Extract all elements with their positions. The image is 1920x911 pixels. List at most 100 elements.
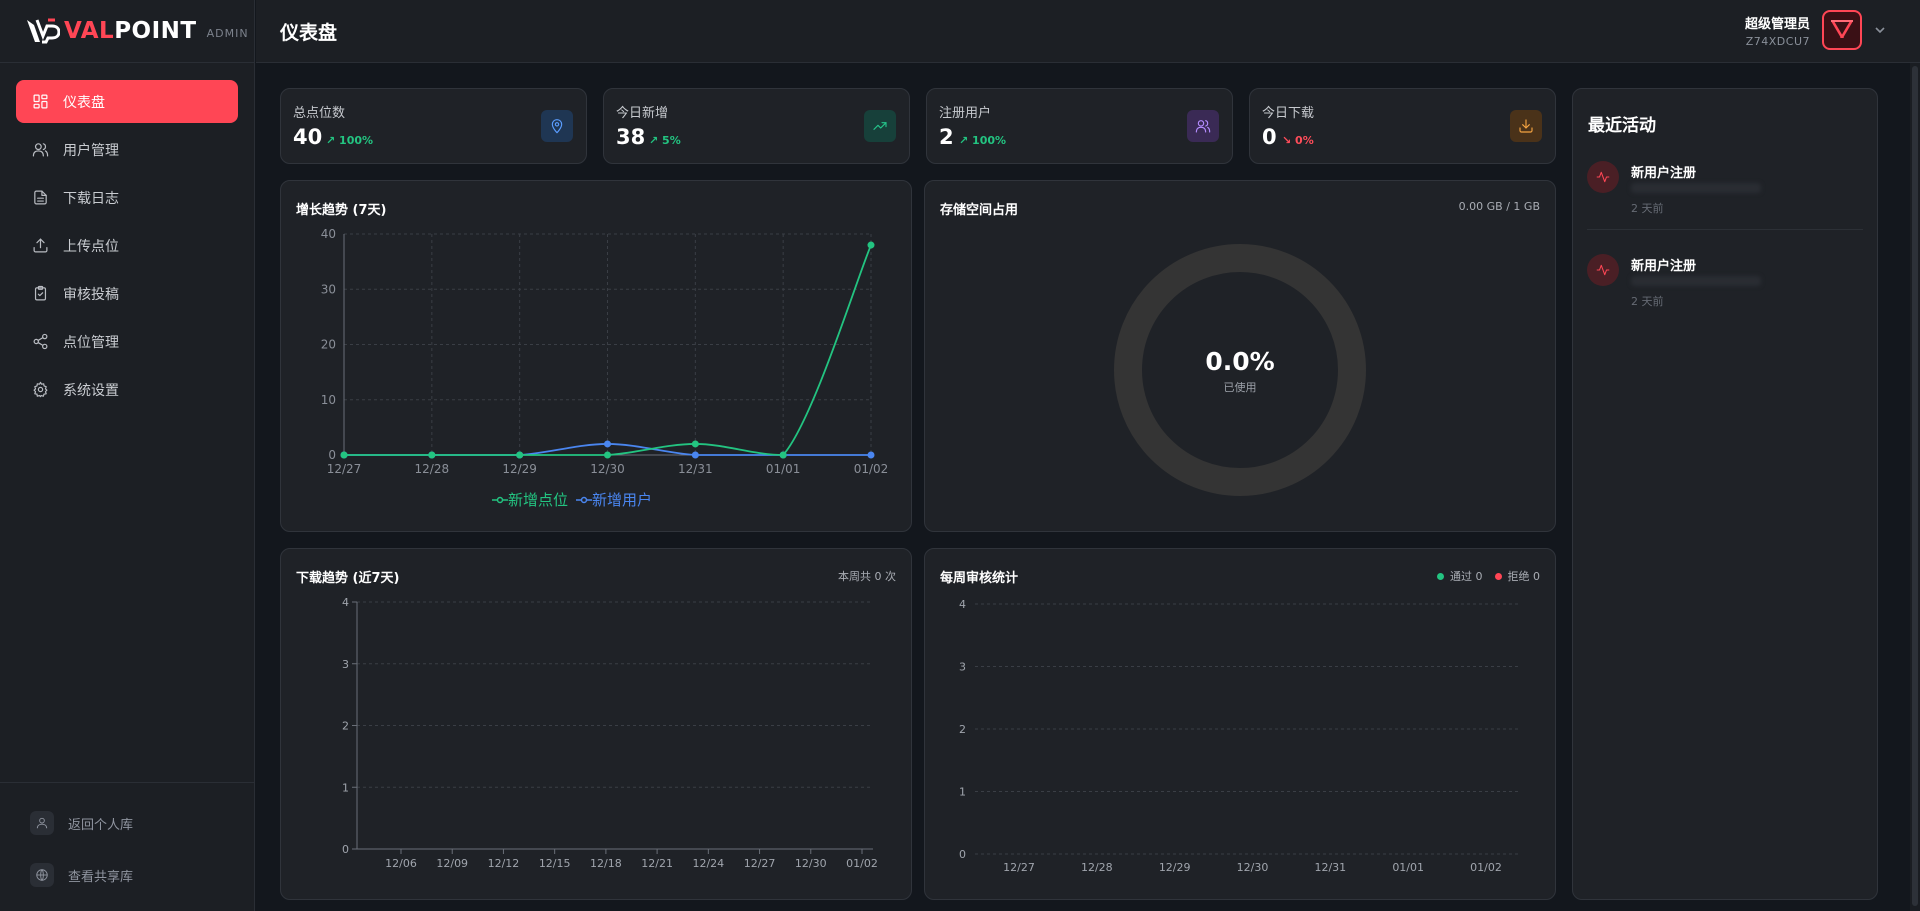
bottom-item-label: 查看共享库 bbox=[68, 869, 134, 885]
clipboard-check-icon bbox=[34, 285, 47, 301]
activity-detail-redacted bbox=[1631, 276, 1761, 286]
legend-item-new-points[interactable]: 新增点位 bbox=[492, 489, 568, 510]
sidebar: VALPOINT ADMIN 仪表盘 用户管理 下载日志 上传点位 审核投稿 点… bbox=[0, 0, 255, 911]
x-tick-label: 12/24 bbox=[692, 857, 724, 870]
download-icon bbox=[1510, 110, 1542, 142]
sidebar-item-users[interactable]: 用户管理 bbox=[16, 128, 238, 171]
data-point bbox=[428, 451, 436, 459]
x-tick-label: 01/02 bbox=[846, 857, 878, 870]
y-tick-label: 10 bbox=[321, 393, 336, 407]
sidebar-item-settings[interactable]: 系统设置 bbox=[16, 368, 238, 411]
legend-item-new-users[interactable]: 新增用户 bbox=[576, 489, 652, 510]
growth-trend-card: 增长趋势 (7天) 0 10 20 30 40 12/27 12/28 12/29 12/30 1… bbox=[280, 180, 912, 532]
x-tick-label: 12/21 bbox=[641, 857, 673, 870]
donut-track bbox=[1114, 244, 1366, 496]
card-title: 存储空间占用 bbox=[940, 203, 1019, 218]
x-tick-label: 12/30 bbox=[1237, 861, 1269, 874]
sidebar-nav: 仪表盘 用户管理 下载日志 上传点位 审核投稿 点位管理 系统设置 bbox=[0, 63, 254, 411]
stat-card-today-downloads: 今日下载 0 ↘ 0% bbox=[1249, 88, 1556, 164]
y-tick-label: 1 bbox=[959, 786, 966, 799]
map-pin-icon bbox=[541, 110, 573, 142]
data-point bbox=[691, 451, 699, 459]
y-tick-label: 2 bbox=[959, 723, 966, 736]
card-title: 增长趋势 (7天) bbox=[296, 203, 387, 218]
sidebar-item-label: 下载日志 bbox=[63, 190, 119, 207]
admin-tag: ADMIN bbox=[206, 26, 249, 40]
sidebar-bottom: 返回个人库 查看共享库 bbox=[0, 782, 254, 911]
stat-change: ↗ 100% bbox=[959, 134, 1007, 147]
sidebar-item-upload[interactable]: 上传点位 bbox=[16, 224, 238, 267]
y-tick-label: 3 bbox=[342, 658, 349, 671]
x-tick-label: 01/01 bbox=[1392, 861, 1424, 874]
brand-name: VALPOINT bbox=[64, 18, 197, 44]
bottom-item-label: 返回个人库 bbox=[68, 817, 134, 833]
reject-label: 拒绝 0 bbox=[1507, 570, 1541, 583]
y-tick-label: 3 bbox=[959, 661, 966, 674]
x-tick-label: 12/31 bbox=[678, 462, 713, 476]
y-tick-label: 40 bbox=[321, 227, 336, 241]
storage-sub-label: 已使用 bbox=[1223, 381, 1257, 394]
trending-up-icon bbox=[864, 110, 896, 142]
y-tick-label: 1 bbox=[342, 781, 349, 794]
stat-label: 今日下载 bbox=[1262, 106, 1315, 121]
y-tick-label: 20 bbox=[321, 338, 336, 352]
x-tick-label: 01/01 bbox=[766, 462, 801, 476]
legend-line-marker-icon bbox=[492, 496, 508, 503]
weekly-review-card: 每周审核统计 通过 0 拒绝 0 0 1 2 3 4 12/27 12/28 12/29 12/… bbox=[924, 548, 1556, 900]
stat-card-registered-users: 注册用户 2 ↗ 100% bbox=[926, 88, 1233, 164]
back-to-personal-library-link[interactable]: 返回个人库 bbox=[30, 797, 238, 849]
user-info: 超级管理员 Z74XDCU7 bbox=[1745, 13, 1810, 48]
x-tick-label: 12/12 bbox=[488, 857, 520, 870]
y-tick-label: 4 bbox=[342, 596, 349, 609]
user-icon bbox=[30, 811, 54, 835]
sidebar-item-dashboard[interactable]: 仪表盘 bbox=[16, 80, 238, 123]
stat-card-today-new: 今日新增 38 ↗ 5% bbox=[603, 88, 910, 164]
x-tick-label: 12/30 bbox=[795, 857, 827, 870]
users-icon bbox=[32, 143, 49, 157]
card-title: 下载趋势 (近7天) bbox=[296, 571, 400, 586]
donut-center: 0.0% 已使用 bbox=[1140, 347, 1340, 395]
x-tick-label: 12/30 bbox=[590, 462, 625, 476]
page-title: 仪表盘 bbox=[280, 21, 338, 44]
y-tick-label: 30 bbox=[321, 282, 336, 296]
x-tick-label: 12/27 bbox=[327, 462, 362, 476]
logo[interactable]: VALPOINT ADMIN bbox=[0, 0, 254, 63]
sidebar-item-label: 系统设置 bbox=[63, 382, 119, 399]
activity-pulse-icon bbox=[1587, 161, 1619, 193]
data-point bbox=[340, 451, 348, 459]
sidebar-item-review[interactable]: 审核投稿 bbox=[16, 272, 238, 315]
x-tick-label: 01/02 bbox=[1470, 861, 1502, 874]
sidebar-item-label: 审核投稿 bbox=[63, 286, 119, 303]
sidebar-item-points[interactable]: 点位管理 bbox=[16, 320, 238, 363]
divider bbox=[1587, 229, 1863, 230]
x-tick-label: 12/09 bbox=[436, 857, 468, 870]
storage-percent: 0.0% bbox=[1205, 347, 1275, 376]
reject-dot-icon bbox=[1494, 572, 1502, 580]
legend-label: 新增用户 bbox=[592, 491, 653, 509]
download-chart: 0 1 2 3 4 12/06 12/09 12/12 12/15 12/18 12/21 12/24… bbox=[342, 596, 878, 870]
storage-usage-text: 0.00 GB / 1 GB bbox=[1458, 200, 1540, 213]
sidebar-item-label: 点位管理 bbox=[63, 334, 119, 351]
data-point bbox=[779, 451, 787, 459]
data-point bbox=[516, 451, 524, 459]
activity-item[interactable]: 新用户注册 2 天前 bbox=[1587, 254, 1863, 346]
valorant-avatar-icon bbox=[1831, 20, 1853, 38]
growth-chart: 0 10 20 30 40 12/27 12/28 12/29 12/30 12/31 01/01 0… bbox=[321, 227, 889, 476]
sidebar-item-download-log[interactable]: 下载日志 bbox=[16, 176, 238, 219]
share-icon bbox=[33, 333, 48, 350]
review-legend: 通过 0 拒绝 0 bbox=[1437, 568, 1540, 584]
review-chart: 0 1 2 3 4 12/27 12/28 12/29 12/30 12/31 01/01 01/02 bbox=[959, 598, 1520, 874]
stat-change: ↗ 100% bbox=[326, 134, 374, 147]
x-tick-label: 12/15 bbox=[539, 857, 571, 870]
scrollbar-thumb[interactable] bbox=[1912, 66, 1918, 906]
x-tick-label: 12/31 bbox=[1314, 861, 1346, 874]
chevron-down-icon[interactable] bbox=[1874, 24, 1886, 36]
view-shared-library-link[interactable]: 查看共享库 bbox=[30, 849, 238, 901]
user-menu[interactable]: 超级管理员 Z74XDCU7 bbox=[1745, 10, 1886, 50]
avatar[interactable] bbox=[1822, 10, 1862, 50]
activity-item[interactable]: 新用户注册 2 天前 bbox=[1587, 161, 1863, 253]
y-tick-label: 0 bbox=[959, 848, 966, 861]
file-text-icon bbox=[34, 190, 47, 205]
data-point bbox=[867, 451, 875, 459]
y-tick-label: 4 bbox=[959, 598, 966, 611]
